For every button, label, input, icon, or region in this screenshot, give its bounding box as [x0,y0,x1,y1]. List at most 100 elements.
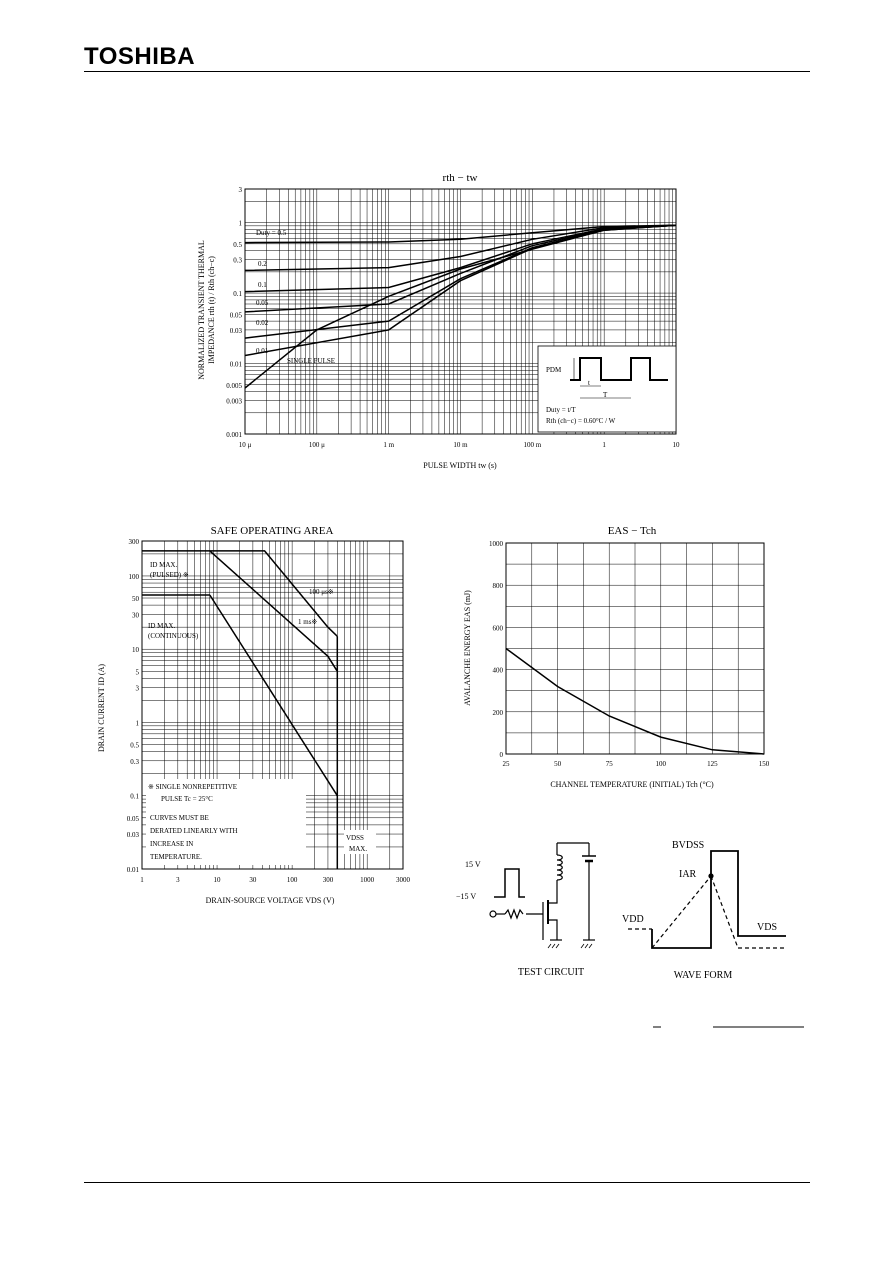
soa-y-tick-label: 5 [136,668,140,676]
eas-chart-title: EAS − Tch [608,525,657,537]
soa-y-tick-label: 30 [132,611,140,619]
test-circuit-15v: 15 V [465,860,481,869]
soa-x-tick-label: 3 [176,876,180,884]
rth-label-001: 0.01 [256,347,269,355]
soa-vdss-box [344,830,376,854]
eas-x-tick-label: 25 [503,760,511,768]
wave-vdd: VDD [622,914,644,925]
wave-iar: IAR [679,869,697,880]
soa-vdss-2: MAX. [349,845,367,853]
soa-y-tick-label: 1 [136,719,140,727]
wave-bvdss: BVDSS [672,840,704,851]
rth-y-tick-label: 0.003 [226,397,242,405]
rth-ylabel-1: NORMALIZED TRANSIENT THERMAL [197,240,206,380]
soa-label-100us: 100 μs※ [309,588,334,596]
eas-y-tick-label: 1000 [489,540,504,548]
eas-y-tick-label: 200 [493,709,504,717]
eas-y-tick-label: 0 [500,751,504,759]
wave-form-label: WAVE FORM [674,970,733,981]
rth-x-tick-label: 100 μ [309,441,325,449]
rth-y-ticks: 3 1 0.5 0.3 0.1 0.05 0.03 0.01 0.005 0.003 0.001 [226,186,242,439]
soa-x-ticks: 1 3 10 30 100 300 1000 3000 [140,876,410,884]
rth-curve [244,224,677,272]
soa-y-tick-label: 10 [132,646,140,654]
rth-x-tick-label: 10 μ [239,441,252,449]
soa-label-idpulsed-1: ID MAX. [150,561,177,569]
rth-x-tick-label: 10 m [453,441,468,449]
soa-y-tick-label: 0.05 [127,815,140,823]
rth-inset: PDM t T Duty = t/T Rth (ch−c) = 0.60°C /… [537,345,677,433]
test-circuit-neg15v: −15 V [456,892,476,901]
rth-label-002: 0.02 [256,319,269,327]
soa-x-tick-label: 3000 [396,876,411,884]
rth-y-tick-label: 1 [239,220,243,228]
inset-T: T [603,391,608,399]
eas-ylabel: AVALANCHE ENERGY EAS (mJ) [463,590,472,706]
rth-label-01: 0.1 [258,281,267,289]
soa-y-tick-label: 100 [129,573,140,581]
eas-x-tick-label: 50 [554,760,562,768]
soa-note-3: CURVES MUST BE [150,814,209,822]
soa-note-1: ※ SINGLE NONREPETITIVE [148,783,237,791]
rth-label-005: 0.05 [256,299,269,307]
eas-x-tick-label: 125 [707,760,718,768]
eas-chart: EAS − Tch 1000 800 600 400 200 0 25 50 75 100 125… [463,525,770,789]
rth-curves [244,224,677,389]
eas-y-tick-label: 600 [493,624,504,632]
rth-x-tick-label: 1 m [383,441,394,449]
soa-label-idcont-2: (CONTINUOUS) [148,632,199,640]
rth-y-tick-label: 0.3 [233,256,242,264]
soa-y-tick-label: 0.1 [130,793,139,801]
rth-y-tick-label: 0.1 [233,290,242,298]
wave-form: BVDSS IAR VDD VDS WAVE FORM [622,840,786,981]
soa-plot-frame [141,540,404,870]
test-circuit-label: TEST CIRCUIT [518,967,584,978]
rth-y-tick-label: 0.05 [230,311,243,319]
soa-xlabel: DRAIN-SOURCE VOLTAGE VDS (V) [206,896,335,905]
rth-y-tick-label: 0.005 [226,382,242,390]
soa-label-idpulsed-2: (PULSED) ※ [150,571,189,579]
rth-curve [244,224,677,244]
soa-curve [209,594,338,797]
soa-y-tick-label: 0.03 [127,831,140,839]
soa-chart: SAFE OPERATING AREA 300 100 50 30 10 5 3 1 0.5 0.… [97,525,411,905]
soa-curve [239,550,338,637]
rth-ylabel-2: IMPEDANCE rth (t) / Rth (ch−c) [207,256,216,364]
header-rule [84,71,810,72]
rth-y-tick-label: 3 [239,186,243,194]
soa-note-4: DERATED LINEARLY WITH [150,827,238,835]
soa-curves [142,550,339,869]
soa-x-tick-label: 1 [140,876,144,884]
inset-t: t [588,379,590,387]
soa-y-tick-label: 50 [132,595,140,603]
rth-curve [244,224,677,389]
eas-x-tick-label: 75 [606,760,614,768]
rth-label-duty05: Duty = 0.5 [256,229,287,237]
rth-y-tick-label: 0.03 [230,327,243,335]
eas-x-tick-label: 150 [759,760,770,768]
eas-y-tick-label: 800 [493,582,504,590]
eas-x-ticks: 25 50 75 100 125 150 [503,760,770,768]
soa-note-5: INCREASE IN [150,840,193,848]
soa-x-tick-label: 300 [323,876,334,884]
soa-x-tick-label: 30 [249,876,257,884]
rth-y-tick-label: 0.001 [226,431,242,439]
toshiba-logo: TOSHIBA [84,43,196,70]
soa-chart-title: SAFE OPERATING AREA [211,525,334,537]
eas-x-tick-label: 100 [656,760,667,768]
soa-x-tick-label: 1000 [360,876,375,884]
soa-note-2: PULSE Tc = 25°C [161,795,213,803]
soa-x-tick-label: 10 [214,876,222,884]
eas-y-ticks: 1000 800 600 400 200 0 [489,540,504,759]
rth-label-02: 0.2 [258,260,267,268]
inset-pdm: PDM [546,366,562,374]
inset-rth: Rth (ch−c) = 0.60°C / W [546,417,616,425]
rth-x-tick-label: 100 m [523,441,541,449]
eas-grid [505,542,765,755]
soa-ylabel: DRAIN CURRENT ID (A) [97,664,106,752]
rth-x-tick-label: 1 [602,441,606,449]
soa-note-box [146,779,306,865]
soa-vdss-1: VDSS [346,834,364,842]
rth-chart-title: rth − tw [443,172,478,184]
